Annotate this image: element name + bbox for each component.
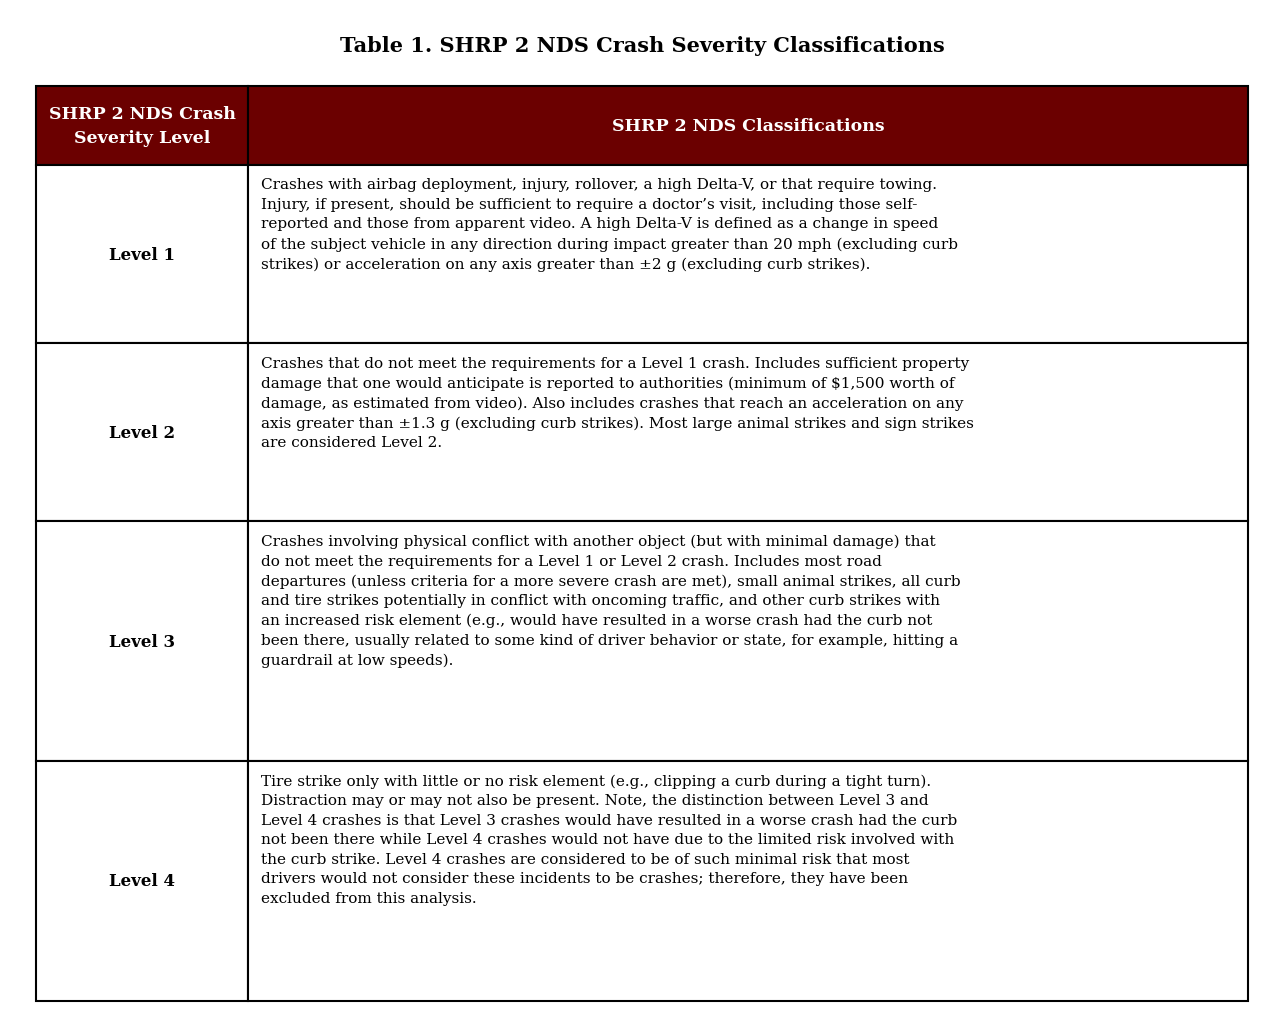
- Text: Tire strike only with little or no risk element (e.g., clipping a curb during a : Tire strike only with little or no risk …: [261, 773, 957, 905]
- Bar: [248, 761, 1248, 1001]
- Bar: [36, 87, 248, 166]
- Text: Level 2: Level 2: [109, 425, 175, 441]
- Text: SHRP 2 NDS Classifications: SHRP 2 NDS Classifications: [611, 118, 885, 135]
- Text: SHRP 2 NDS Crash
Severity Level: SHRP 2 NDS Crash Severity Level: [49, 106, 235, 147]
- Bar: [248, 87, 1248, 166]
- Bar: [248, 344, 1248, 522]
- Bar: [36, 522, 248, 761]
- Bar: [36, 344, 248, 522]
- Text: Crashes with airbag deployment, injury, rollover, a high Delta-V, or that requir: Crashes with airbag deployment, injury, …: [261, 178, 958, 271]
- Bar: [248, 166, 1248, 344]
- Text: Table 1. SHRP 2 NDS Crash Severity Classifications: Table 1. SHRP 2 NDS Crash Severity Class…: [340, 36, 944, 56]
- Bar: [36, 761, 248, 1001]
- Text: Level 3: Level 3: [109, 633, 175, 650]
- Text: Crashes that do not meet the requirements for a Level 1 crash. Includes sufficie: Crashes that do not meet the requirement…: [261, 357, 973, 450]
- Text: Level 1: Level 1: [109, 247, 175, 264]
- Bar: [248, 522, 1248, 761]
- Text: Crashes involving physical conflict with another object (but with minimal damage: Crashes involving physical conflict with…: [261, 534, 960, 667]
- Text: Level 4: Level 4: [109, 872, 175, 890]
- Bar: [36, 166, 248, 344]
